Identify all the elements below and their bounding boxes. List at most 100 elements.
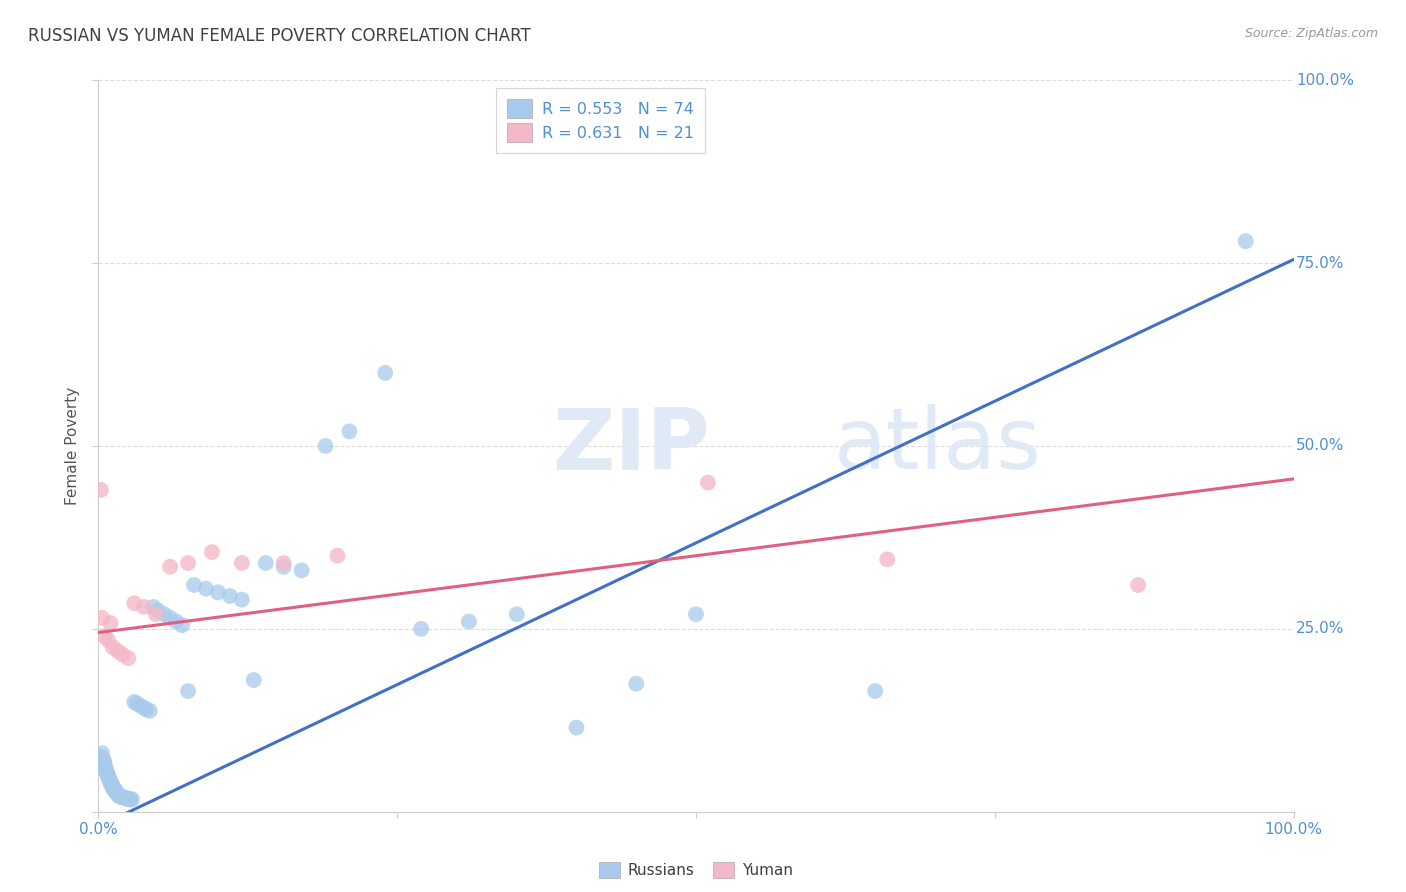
Point xyxy=(98,774,122,789)
Point xyxy=(105,786,128,800)
Point xyxy=(91,752,114,766)
Point xyxy=(93,629,115,643)
Point xyxy=(315,439,337,453)
Point xyxy=(177,684,200,698)
Point xyxy=(120,792,142,806)
Point xyxy=(506,607,529,622)
Point xyxy=(194,582,217,596)
Point xyxy=(91,611,114,625)
Point xyxy=(135,702,157,716)
Point xyxy=(93,755,115,769)
Point xyxy=(107,789,129,803)
Point xyxy=(165,615,187,629)
Point xyxy=(129,698,152,713)
Point xyxy=(231,592,253,607)
Point xyxy=(104,784,127,798)
Point xyxy=(112,790,135,805)
Point xyxy=(101,780,124,795)
Point xyxy=(177,556,200,570)
Point xyxy=(98,771,121,785)
Point xyxy=(96,764,118,779)
Point xyxy=(97,632,120,647)
Point xyxy=(117,791,139,805)
Point xyxy=(1234,234,1257,248)
Point xyxy=(90,483,112,497)
Text: 100.0%: 100.0% xyxy=(1296,73,1354,87)
Point xyxy=(697,475,720,490)
Point xyxy=(97,768,120,782)
Point xyxy=(94,761,117,775)
Point xyxy=(624,676,647,690)
Point xyxy=(93,757,115,772)
Point xyxy=(121,792,143,806)
Point xyxy=(115,791,138,805)
Text: Source: ZipAtlas.com: Source: ZipAtlas.com xyxy=(1244,27,1378,40)
Point xyxy=(153,607,176,622)
Point xyxy=(374,366,396,380)
Point xyxy=(290,563,312,577)
Point xyxy=(111,648,134,662)
Point xyxy=(159,559,181,574)
Text: RUSSIAN VS YUMAN FEMALE POVERTY CORRELATION CHART: RUSSIAN VS YUMAN FEMALE POVERTY CORRELAT… xyxy=(28,27,531,45)
Point xyxy=(411,622,433,636)
Point xyxy=(132,701,155,715)
Point xyxy=(172,618,194,632)
Point xyxy=(231,556,253,570)
Point xyxy=(98,615,122,630)
Point xyxy=(107,787,129,801)
Point xyxy=(97,770,120,784)
Point xyxy=(565,721,588,735)
Point xyxy=(254,556,277,570)
Point xyxy=(98,775,122,789)
Point xyxy=(685,607,707,622)
Point xyxy=(132,599,155,614)
Text: ZIP: ZIP xyxy=(553,404,710,488)
Point xyxy=(207,585,229,599)
Text: 25.0%: 25.0% xyxy=(1296,622,1344,636)
Point xyxy=(100,778,122,792)
Point xyxy=(219,589,242,603)
Point xyxy=(90,749,112,764)
Point xyxy=(243,673,266,687)
Point xyxy=(98,772,121,787)
Point xyxy=(183,578,205,592)
Point xyxy=(458,615,481,629)
Y-axis label: Female Poverty: Female Poverty xyxy=(65,387,80,505)
Point xyxy=(100,777,122,791)
Point xyxy=(326,549,349,563)
Text: 50.0%: 50.0% xyxy=(1296,439,1344,453)
Point xyxy=(101,779,124,793)
Point xyxy=(201,545,224,559)
Point xyxy=(110,790,132,805)
Point xyxy=(103,782,125,797)
Text: 75.0%: 75.0% xyxy=(1296,256,1344,270)
Point xyxy=(107,788,129,802)
Point xyxy=(125,697,148,711)
Point xyxy=(139,704,162,718)
Point xyxy=(273,559,295,574)
Point xyxy=(91,746,114,760)
Point xyxy=(1128,578,1150,592)
Point xyxy=(111,790,134,805)
Point xyxy=(107,787,129,801)
Point xyxy=(159,611,181,625)
Point xyxy=(108,789,131,803)
Point xyxy=(124,596,146,610)
Legend: Russians, Yuman: Russians, Yuman xyxy=(593,856,799,885)
Point xyxy=(114,790,136,805)
Point xyxy=(96,766,118,780)
Point xyxy=(876,552,898,566)
Point xyxy=(101,640,124,655)
Point xyxy=(124,695,146,709)
Point xyxy=(108,789,131,804)
Point xyxy=(337,425,360,439)
Point xyxy=(142,599,165,614)
Point xyxy=(117,651,139,665)
Point xyxy=(118,792,141,806)
Point xyxy=(863,684,886,698)
Text: atlas: atlas xyxy=(834,404,1042,488)
Point xyxy=(273,556,295,570)
Point xyxy=(103,781,125,796)
Point xyxy=(148,603,170,617)
Point xyxy=(94,762,117,776)
